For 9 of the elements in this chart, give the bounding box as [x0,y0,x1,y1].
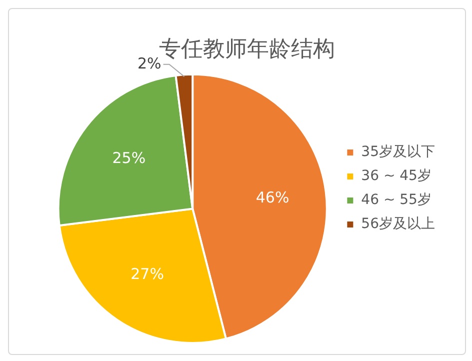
data-label: 25% [112,149,146,168]
legend-label: 56岁及以上 [361,216,436,232]
chart-title: 专任教师年龄结构 [159,36,335,62]
data-label: 27% [130,265,164,284]
data-label: 2% [137,54,162,72]
legend-label: 46 ~ 55岁 [361,192,432,208]
legend-label: 36 ~ 45岁 [361,168,432,184]
legend-label: 35岁及以下 [361,144,436,160]
data-label: 46% [256,188,290,206]
